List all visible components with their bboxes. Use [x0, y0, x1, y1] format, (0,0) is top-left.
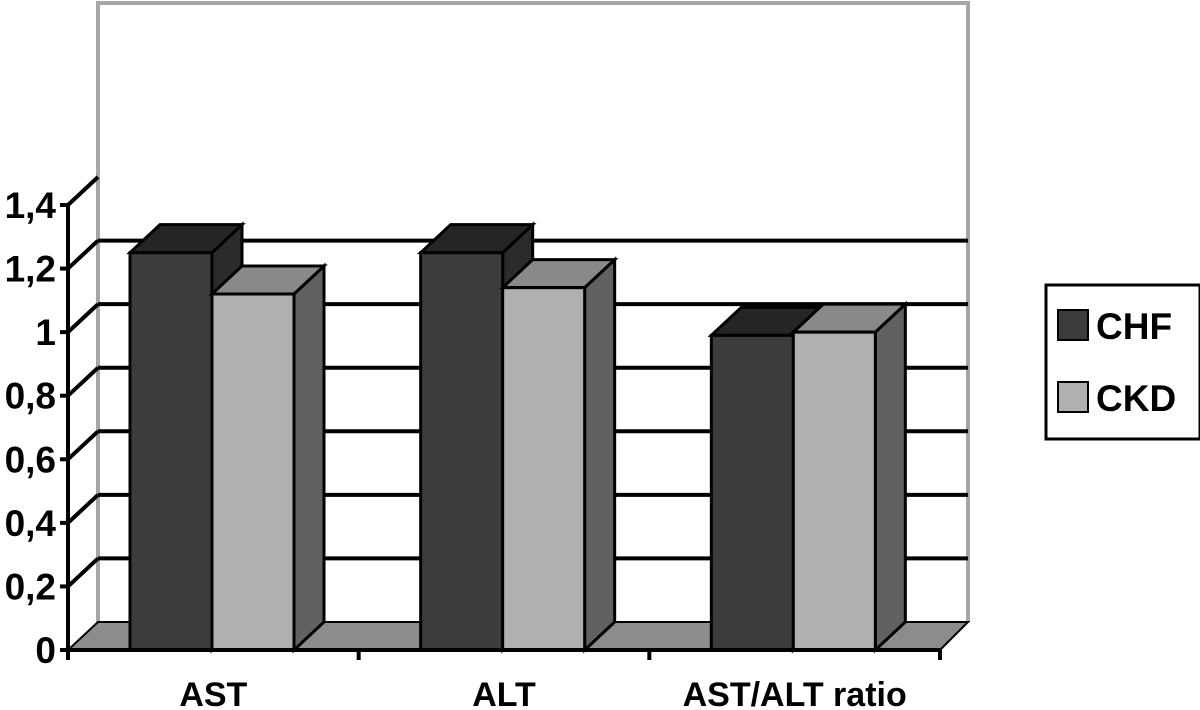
- x-tick-label: AST: [179, 676, 247, 710]
- x-tick-labels: AST ALT AST/ALT ratio: [179, 676, 906, 710]
- bar-front: [709, 333, 795, 652]
- y-tick-labels: 0 0,2 0,4 0,6 0,8 1 1,2 1,4: [5, 185, 57, 671]
- x-tick-label: ALT: [472, 676, 536, 710]
- bars: [126, 221, 910, 654]
- gridline-side: [66, 366, 100, 398]
- y-tick-label: 1,2: [5, 249, 56, 290]
- gridline-side: [66, 429, 100, 461]
- gridline-side: [66, 493, 100, 525]
- gridline-side: [66, 302, 100, 334]
- legend-label-ckd: CKD: [1096, 378, 1176, 419]
- bar-side: [873, 300, 907, 654]
- bar-ckd-ast: [208, 262, 328, 654]
- bar-front: [419, 251, 505, 652]
- x-tick-label: AST/ALT ratio: [683, 676, 907, 710]
- gridline-side: [66, 175, 100, 207]
- bar-ckd-alt: [498, 256, 619, 654]
- legend-label-chf: CHF: [1096, 306, 1172, 347]
- legend: CHF CKD: [1044, 283, 1200, 441]
- plot-walls: [96, 1, 970, 622]
- y-tick-label: 0: [35, 630, 56, 671]
- gridline-side: [66, 239, 100, 271]
- bar-front: [791, 330, 877, 652]
- y-tick-label: 0,4: [5, 503, 57, 544]
- legend-swatch-ckd: [1057, 381, 1089, 413]
- y-tick-label: 1,4: [5, 185, 57, 226]
- y-tick-label: 1: [35, 312, 56, 353]
- back-wall-border: [96, 1, 970, 622]
- legend-swatch-chf: [1057, 309, 1089, 341]
- bar-front: [128, 251, 214, 652]
- bar-side: [583, 256, 617, 654]
- bar-front: [210, 292, 296, 652]
- bar-front: [501, 286, 587, 652]
- y-tick-label: 0,6: [5, 439, 56, 480]
- gridline-side: [66, 556, 100, 588]
- bar-side: [292, 262, 326, 654]
- bar-ckd-ast-alt-ratio: [789, 300, 910, 654]
- y-tick-label: 0,8: [5, 376, 56, 417]
- y-tick-label: 0,2: [5, 566, 56, 607]
- axes: [60, 203, 942, 660]
